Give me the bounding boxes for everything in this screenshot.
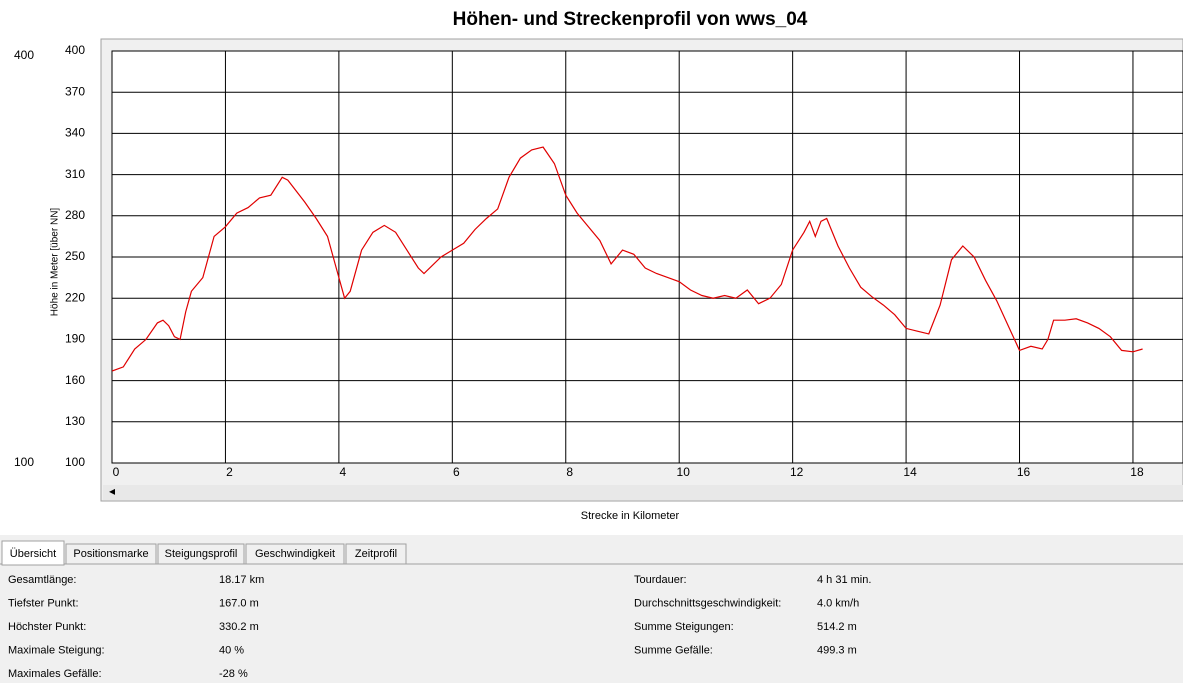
x-tick-label: 0 [113,465,120,479]
x-axis-label: Strecke in Kilometer [581,510,680,522]
tab-label: Steigungsprofil [165,548,238,560]
x-tick-label: 16 [1017,465,1031,479]
y-tick-label: 370 [65,84,85,98]
tab-label: Geschwindigkeit [255,548,335,560]
stat-value: 18.17 km [219,574,264,586]
stats-panel [0,564,1183,683]
stat-label: Höchster Punkt: [8,621,86,633]
x-tick-label: 12 [790,465,804,479]
stat-label: Summe Steigungen: [634,621,734,633]
stat-label: Tourdauer: [634,574,687,586]
min-input[interactable] [8,453,48,472]
stat-value: 330.2 m [219,621,259,633]
y-tick-label: 130 [65,414,85,428]
stat-label: Tiefster Punkt: [8,597,79,609]
tab-label: Übersicht [10,548,56,560]
x-tick-label: 10 [677,465,691,479]
tab[interactable] [65,543,157,565]
x-tick-label: 18 [1130,465,1144,479]
x-tick-label: 8 [566,465,573,479]
y-tick-label: 280 [65,208,85,222]
stat-value: -28 % [219,668,248,680]
grid [111,50,1183,464]
tab[interactable] [245,543,345,565]
max-input-text: 400 [14,48,34,62]
y-tick-label: 250 [65,249,85,263]
max-input[interactable] [8,46,48,65]
tab[interactable] [1,540,65,566]
y-tick-label: 190 [65,332,85,346]
tab[interactable] [345,543,407,565]
y-axis-label: Höhe in Meter [über NN] [50,208,61,317]
stat-value: 4 h 31 min. [817,574,871,586]
chart-title: Höhen- und Streckenprofil von wws_04 [453,9,808,30]
tab[interactable] [157,543,245,565]
stat-label: Gesamtlänge: [8,574,76,586]
stat-value: 40 % [219,644,244,656]
tab-label: Positionsmarke [73,548,148,560]
x-tick-label: 2 [226,465,233,479]
stat-label: Maximales Gefälle: [8,668,102,680]
stat-label: Maximale Steigung: [8,644,105,656]
y-tick-label: 100 [65,455,85,469]
y-tick-label: 220 [65,290,85,304]
stat-value: 514.2 m [817,621,857,633]
scrollbar[interactable] [103,485,1183,500]
y-tick-label: 400 [65,43,85,57]
tab-label: Zeitprofil [355,548,397,560]
x-tick-label: 6 [453,465,460,479]
stat-label: Summe Gefälle: [634,644,713,656]
elevation-line [112,146,1143,372]
scroll-arrow[interactable]: ◂ [109,484,115,498]
y-tick-label: 160 [65,373,85,387]
stat-value: 167.0 m [219,597,259,609]
stat-value: 499.3 m [817,644,857,656]
min-input-text: 100 [14,455,34,469]
stat-label: Durchschnittsgeschwindigkeit: [634,597,781,609]
x-tick-label: 14 [903,465,917,479]
y-tick-label: 310 [65,167,85,181]
stat-value: 4.0 km/h [817,597,859,609]
x-tick-label: 4 [340,465,347,479]
y-tick-label: 340 [65,126,85,140]
